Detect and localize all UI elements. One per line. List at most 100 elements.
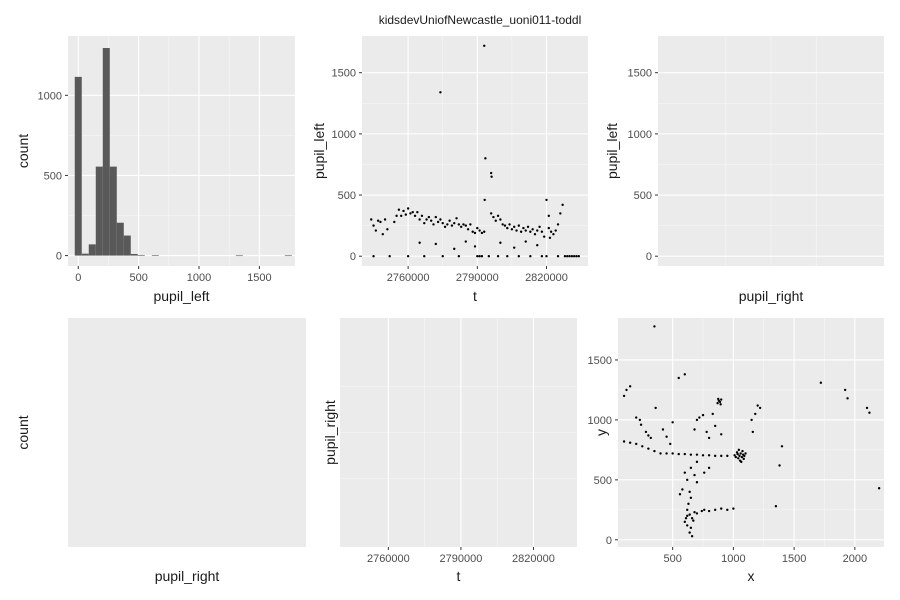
y-axis-title: count (15, 415, 31, 449)
x-tick-label: 2760000 (387, 272, 430, 284)
x-tick-label: 1500 (247, 272, 271, 284)
panel-scatter-x-vs-y: 500 1000 1500 2000 0 500 1000 1500 x y (588, 318, 884, 584)
data-point (406, 207, 410, 210)
histogram-bar (116, 222, 124, 256)
data-point (654, 406, 657, 410)
data-point (665, 435, 668, 438)
data-point (556, 255, 560, 258)
data-point (478, 255, 481, 258)
y-tick-label: 1000 (628, 129, 652, 141)
data-point (547, 226, 550, 230)
data-point (406, 255, 410, 258)
data-point (547, 214, 550, 218)
data-point (480, 231, 484, 235)
x-axis-title: pupil_right (155, 568, 220, 584)
data-point (720, 507, 723, 510)
y-tick-label: 500 (44, 170, 62, 182)
data-point (692, 519, 695, 522)
data-point (513, 246, 516, 249)
data-point (661, 428, 665, 431)
data-point (641, 445, 644, 448)
data-point (693, 473, 696, 477)
data-point (529, 255, 532, 258)
data-point (689, 526, 693, 530)
figure-title: kidsdevUniofNewcastle_uoni011-toddl (379, 13, 582, 27)
data-point (499, 218, 502, 221)
data-point (443, 225, 447, 229)
histogram-bar (130, 253, 138, 256)
data-point (687, 502, 690, 506)
y-axis-title: pupil_right (322, 400, 338, 465)
data-point (688, 490, 691, 494)
data-point (711, 412, 714, 416)
data-point (693, 511, 696, 514)
data-point (538, 225, 541, 229)
data-point (695, 453, 699, 456)
x-tick-label: 2790000 (440, 553, 483, 565)
data-point (376, 219, 380, 222)
data-point (464, 240, 467, 243)
data-point (700, 509, 704, 513)
data-point (653, 325, 656, 328)
data-point (644, 430, 648, 434)
data-point (737, 457, 740, 460)
data-point (690, 535, 694, 538)
data-point (545, 198, 548, 202)
data-point (386, 228, 389, 231)
y-tick-label: 0 (606, 535, 612, 547)
data-point (716, 401, 719, 405)
data-point (496, 255, 500, 258)
data-point (720, 454, 723, 458)
y-tick-label: 500 (634, 190, 652, 202)
data-point (524, 229, 527, 232)
data-point (556, 223, 560, 226)
data-point (622, 440, 626, 443)
data-point (489, 212, 493, 215)
data-point (432, 223, 435, 226)
panel-scatter-t-vs-pupil-left: 2760000 2790000 2820000 0 500 1000 1500 t pupil_… (311, 36, 588, 304)
data-point (678, 493, 682, 496)
data-point (754, 412, 757, 416)
data-point (536, 244, 539, 247)
x-axis-title: pupil_right (739, 288, 804, 304)
data-point (774, 505, 778, 508)
x-tick-label: 1000 (187, 272, 211, 284)
histogram-bar (151, 255, 159, 256)
data-point (554, 229, 557, 232)
data-point (455, 217, 458, 220)
data-point (713, 424, 717, 428)
data-point (741, 449, 744, 453)
data-point (517, 255, 521, 258)
data-point (388, 255, 391, 258)
x-tick-label: 500 (663, 553, 681, 565)
data-point (487, 255, 491, 258)
data-point (649, 436, 652, 440)
data-point (492, 215, 495, 219)
data-point (572, 255, 576, 258)
data-point (690, 517, 694, 520)
data-point (743, 454, 746, 458)
data-point (464, 224, 467, 227)
data-point (439, 91, 442, 94)
data-point (473, 231, 477, 235)
data-point (559, 212, 562, 215)
data-point (718, 400, 722, 404)
data-point (677, 376, 680, 380)
data-point (480, 255, 484, 258)
data-point (542, 235, 546, 238)
data-point (665, 452, 668, 455)
data-point (372, 224, 375, 227)
data-point (499, 241, 502, 244)
x-axis-title: t (457, 568, 461, 584)
data-point (411, 210, 414, 214)
data-point (671, 452, 674, 455)
data-point (372, 255, 375, 258)
histogram-bar (235, 255, 243, 257)
panel-histogram-pupil-left: 0 500 1000 1500 0 500 1000 pupil_left count (15, 36, 295, 304)
panel-scatter-t-vs-pupil-right: 2760000 2790000 2820000 t pupil_right (322, 318, 577, 584)
data-point (688, 513, 691, 516)
data-point (734, 455, 738, 459)
data-point (707, 436, 711, 440)
x-tick-label: 2820000 (512, 553, 555, 565)
data-point (545, 255, 548, 258)
